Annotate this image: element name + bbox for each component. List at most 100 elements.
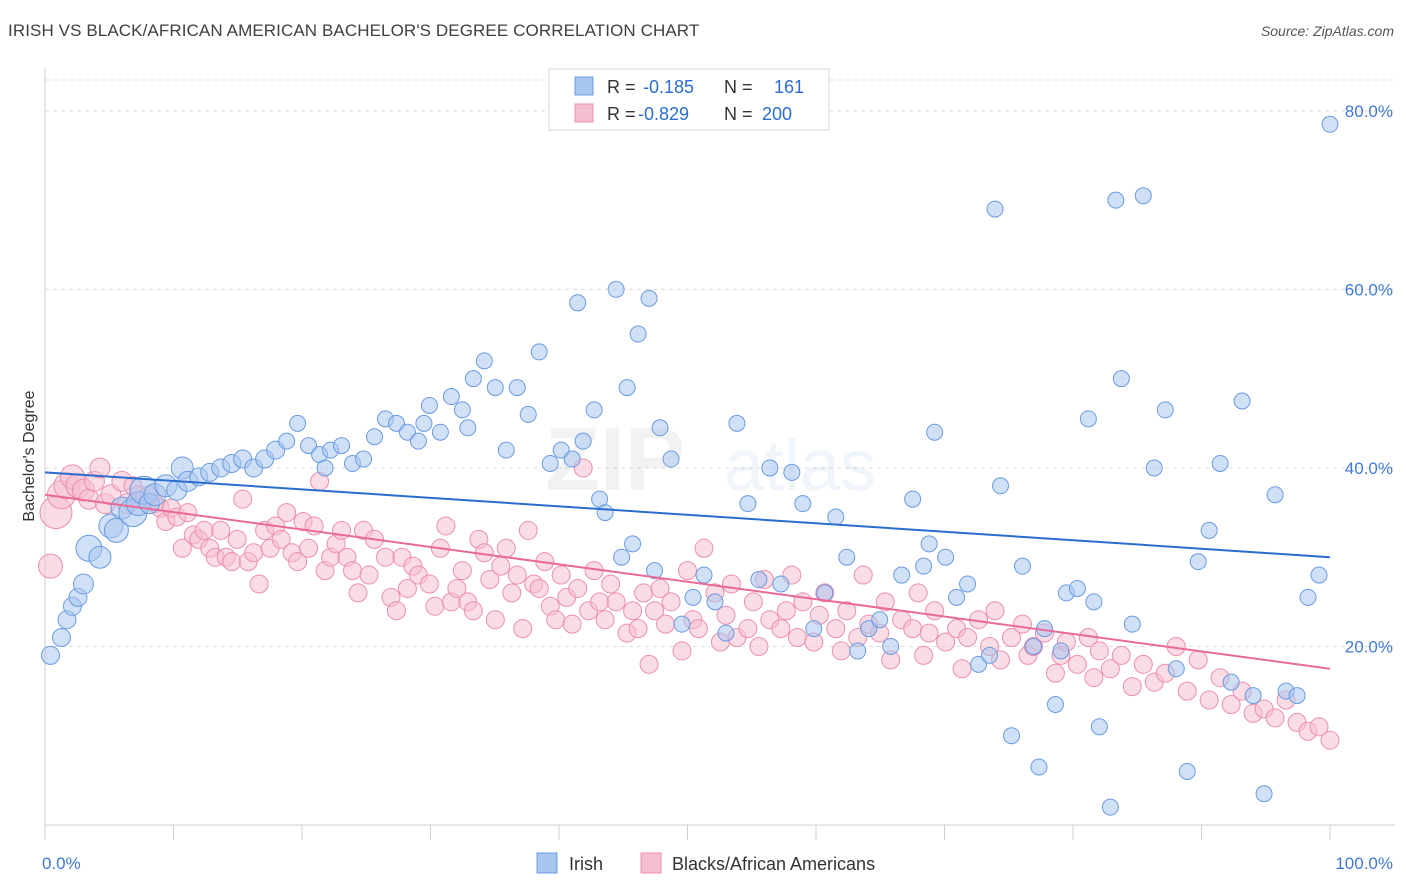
bottom-legend: Irish Blacks/African Americans [536, 852, 875, 874]
trend-lines [44, 471, 1331, 670]
data-point [772, 575, 790, 593]
data-point [986, 200, 1004, 218]
data-point [1013, 557, 1031, 575]
data-point [904, 490, 922, 508]
data-point [831, 641, 851, 661]
data-point [970, 655, 988, 673]
data-point [1068, 579, 1086, 597]
data-point [743, 592, 763, 612]
data-point [355, 450, 373, 468]
data-point [678, 561, 697, 581]
data-point [1090, 718, 1108, 736]
data-point [613, 548, 631, 566]
data-point [706, 593, 724, 611]
data-point [805, 620, 823, 638]
data-point [40, 645, 60, 665]
axes [44, 68, 1395, 840]
data-point [794, 495, 812, 513]
data-point [1111, 645, 1131, 665]
data-point [278, 432, 296, 450]
data-point [436, 516, 456, 536]
data-point [1012, 614, 1032, 634]
data-point [717, 624, 735, 642]
data-point [1145, 459, 1163, 477]
data-point [650, 578, 670, 598]
data-point [387, 414, 405, 432]
data-point [103, 517, 129, 543]
data-point [1188, 650, 1208, 670]
data-point [639, 654, 659, 674]
data-point [172, 538, 192, 558]
data-point [761, 459, 779, 477]
data-point [893, 566, 911, 584]
data-point [607, 280, 625, 298]
data-point [1107, 191, 1125, 209]
data-point [695, 566, 713, 584]
data-point [72, 573, 94, 595]
data-point [838, 548, 856, 566]
data-point [475, 352, 493, 370]
data-point [853, 565, 873, 585]
data-point [634, 583, 654, 603]
data-point [365, 428, 383, 446]
black-trend-line [44, 493, 1331, 670]
data-point [992, 477, 1010, 495]
data-point [574, 432, 592, 450]
data-point [914, 645, 934, 665]
black-swatch [574, 103, 594, 123]
data-point [1156, 401, 1174, 419]
data-point [882, 637, 900, 655]
data-point [420, 396, 438, 414]
data-point [530, 343, 548, 361]
data-point [398, 423, 416, 441]
data-point [1123, 615, 1141, 633]
data-point [1134, 187, 1152, 205]
data-point [452, 561, 472, 581]
data-point [1079, 410, 1097, 428]
data-point [662, 450, 680, 468]
data-point [431, 423, 449, 441]
data-point [1211, 454, 1229, 472]
data-point [1089, 641, 1109, 661]
data-point [1030, 758, 1048, 776]
legend-irish-label: Irish [569, 854, 603, 874]
data-point [397, 578, 417, 598]
data-point [271, 529, 291, 549]
data-point [618, 379, 636, 397]
data-point [640, 289, 658, 307]
data-point [529, 578, 549, 598]
y-tick-label: 20.0% [1345, 637, 1393, 656]
data-point [1084, 668, 1104, 688]
data-point [749, 636, 769, 656]
data-point [508, 379, 526, 397]
data-point [646, 562, 664, 580]
data-point [771, 619, 791, 639]
data-point [628, 619, 648, 639]
data-point [288, 552, 308, 572]
data-point [277, 503, 297, 523]
data-point [1067, 654, 1087, 674]
data-point [409, 432, 427, 450]
data-point [849, 642, 867, 660]
black-r-label: R = [607, 104, 636, 124]
legend-black-label: Blacks/African Americans [672, 854, 875, 874]
irish-trend-line [44, 471, 1331, 559]
data-point [739, 495, 757, 513]
data-point [1200, 521, 1218, 539]
data-point [651, 419, 669, 437]
data-point [459, 419, 477, 437]
data-point [958, 628, 978, 648]
legend-black-swatch [640, 852, 662, 874]
data-point [959, 575, 977, 593]
y-tick-label: 60.0% [1345, 280, 1393, 299]
irish-n-label: N = [724, 77, 753, 97]
data-point [875, 592, 895, 612]
black-n-value: 200 [762, 104, 792, 124]
data-point [1320, 730, 1340, 750]
data-point [425, 596, 445, 616]
data-point [926, 423, 944, 441]
data-point [661, 592, 681, 612]
data-point [1024, 637, 1042, 655]
data-point [447, 578, 467, 598]
data-point [513, 619, 533, 639]
